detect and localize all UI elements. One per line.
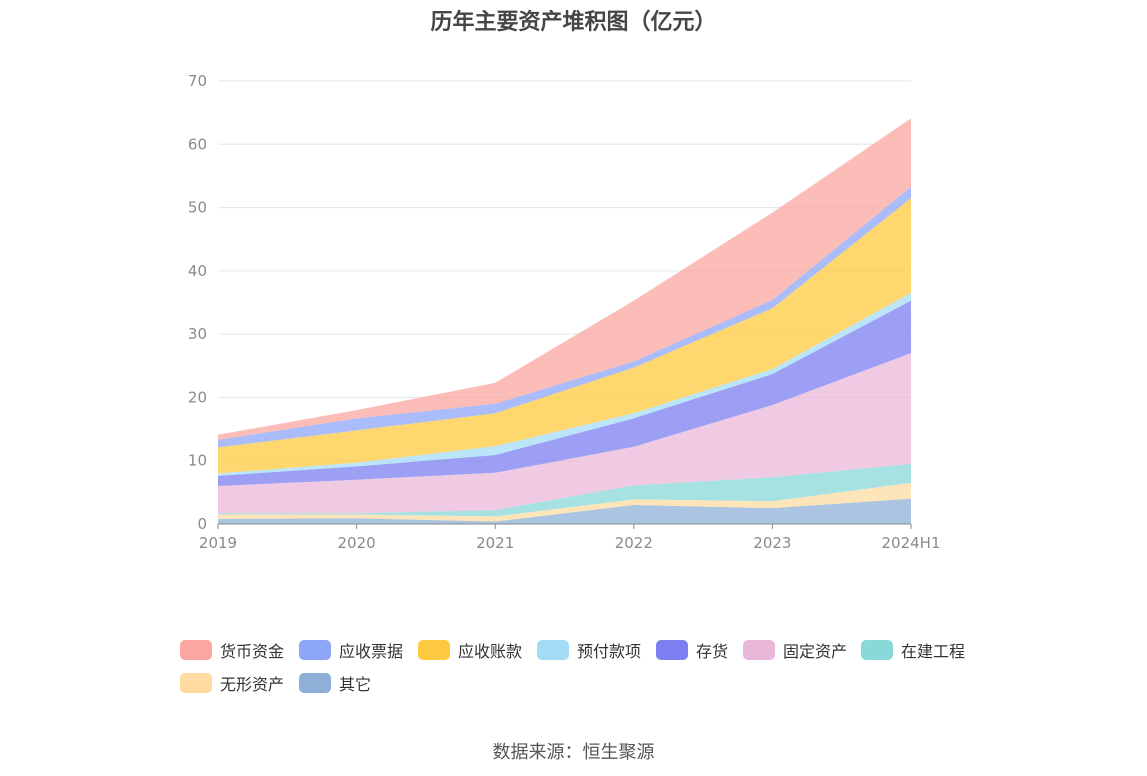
- y-tick-label: 30: [188, 325, 207, 343]
- legend-swatch: [537, 640, 569, 660]
- legend-label: 货币资金: [220, 642, 285, 661]
- y-tick-label: 10: [188, 452, 207, 470]
- area-series-无形资产: [218, 482, 911, 522]
- x-tick-label: 2021: [476, 534, 514, 552]
- legend-label: 在建工程: [901, 642, 966, 661]
- legend-item-other[interactable]: 其它: [299, 671, 371, 695]
- legend-item-construction[interactable]: 在建工程: [861, 638, 965, 662]
- legend-swatch: [861, 640, 893, 660]
- x-tick-label: 2023: [753, 534, 791, 552]
- legend-item-notes-receivable[interactable]: 应收票据: [299, 638, 403, 662]
- legend-label: 应收票据: [339, 642, 404, 661]
- y-tick-label: 0: [197, 515, 207, 533]
- legend-label: 固定资产: [783, 642, 848, 661]
- y-tick-label: 40: [188, 262, 207, 280]
- legend-label: 无形资产: [220, 675, 285, 694]
- x-tick-label: 2024H1: [882, 534, 941, 552]
- stacked-area-chart: 0 10 20 30 40 50 60 70 2019 2020 2021 2022 2023 2024H…: [188, 72, 941, 552]
- legend-item-cash[interactable]: 货币资金: [180, 638, 284, 662]
- area-series-固定资产: [218, 353, 911, 514]
- x-tick-label: 2020: [338, 534, 376, 552]
- legend-item-inventory[interactable]: 存货: [656, 638, 728, 662]
- y-tick-label: 20: [188, 388, 207, 406]
- legend-item-fixed-assets[interactable]: 固定资产: [743, 638, 847, 662]
- x-tick-label: 2019: [199, 534, 237, 552]
- source-note: 数据来源：恒生聚源: [492, 742, 655, 763]
- y-tick-label: 60: [188, 135, 207, 153]
- area-series-存货: [218, 300, 911, 487]
- chart-title: 历年主要资产堆积图（亿元）: [430, 10, 717, 35]
- legend-swatch: [418, 640, 450, 660]
- area-series-应收账款: [218, 198, 911, 474]
- legend-label: 存货: [696, 642, 729, 661]
- legend-item-intangible[interactable]: 无形资产: [180, 671, 284, 695]
- area-series-在建工程: [218, 463, 911, 517]
- legend-label: 预付款项: [577, 642, 642, 661]
- area-series-其它: [218, 498, 911, 524]
- legend-item-prepayments[interactable]: 预付款项: [537, 638, 641, 662]
- legend-label: 应收账款: [458, 642, 523, 661]
- legend-swatch: [299, 640, 331, 660]
- x-tick-label: 2022: [615, 534, 653, 552]
- legend-label: 其它: [339, 675, 372, 694]
- legend-swatch: [180, 673, 212, 693]
- legend-swatch: [299, 673, 331, 693]
- legend-swatch: [180, 640, 212, 660]
- y-tick-label: 50: [188, 199, 207, 217]
- legend-swatch: [656, 640, 688, 660]
- area-series-货币资金: [218, 118, 911, 440]
- y-tick-label: 70: [188, 72, 207, 90]
- legend-swatch: [743, 640, 775, 660]
- legend-item-accounts-receivable[interactable]: 应收账款: [418, 638, 522, 662]
